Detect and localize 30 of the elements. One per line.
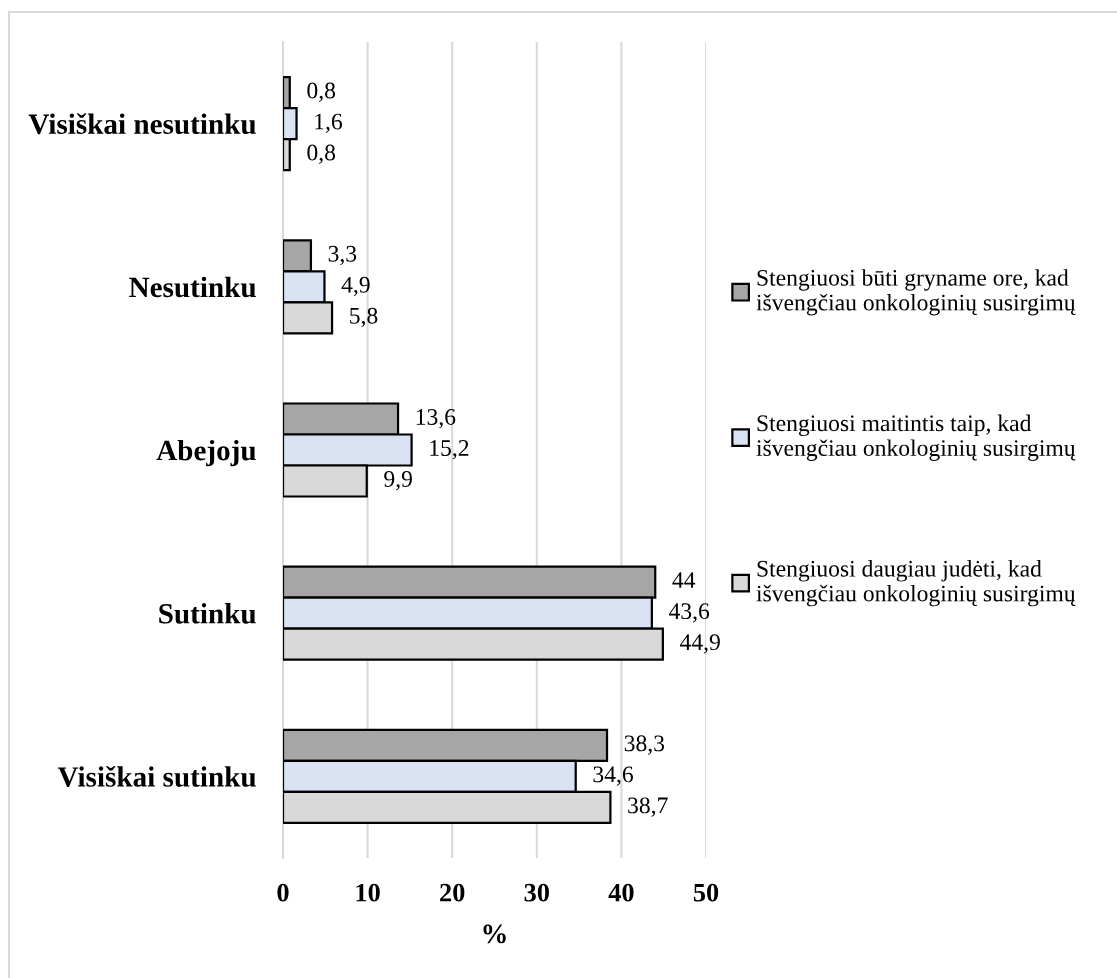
legend-label: Stengiuosi daugiau judėti, kad išvengčiau onkologinių susirgimų	[756, 560, 1076, 607]
y-tick-label: Abejoju	[156, 439, 256, 467]
x-tick-label: 20	[440, 883, 465, 902]
y-tick-label: Visiškai sutinku	[57, 765, 256, 787]
data-label: 44,9	[679, 634, 720, 654]
x-axis-title: %	[483, 924, 506, 944]
legend-label: Stengiuosi būti gryname ore, kad išvengčiau onkologinių susirgimų	[756, 269, 1076, 316]
y-tick-label: Nesutinku	[129, 276, 256, 298]
x-tick-label: 30	[524, 883, 549, 902]
data-label: 4,9	[341, 276, 370, 297]
data-label: 5,8	[350, 307, 378, 328]
y-tick-label: Visiškai nesutinku	[28, 113, 256, 135]
data-label: 15,2	[430, 440, 469, 460]
data-label: 43,6	[668, 603, 710, 623]
x-tick-label: 10	[356, 883, 380, 902]
x-tick-label: 50	[693, 883, 719, 902]
data-label: 34,6	[593, 766, 633, 786]
data-label: 3,3	[328, 245, 357, 266]
data-label: 1,6	[315, 113, 343, 133]
data-label: 44	[672, 572, 696, 588]
data-label: 38,7	[628, 797, 668, 817]
data-label: 38,3	[624, 735, 665, 755]
legend-label: Stengiuosi maitintis taip, kad išvengčiau onkologinių susirgimų	[756, 414, 1076, 461]
data-label: 9,9	[384, 471, 412, 491]
y-tick-label: Sutinku	[159, 603, 256, 624]
data-label: 0,8	[307, 82, 336, 102]
x-tick-label: 0	[277, 883, 289, 902]
data-label: 13,6	[416, 409, 456, 429]
x-tick-label: 40	[608, 883, 634, 902]
data-label: 0,8	[307, 144, 336, 164]
